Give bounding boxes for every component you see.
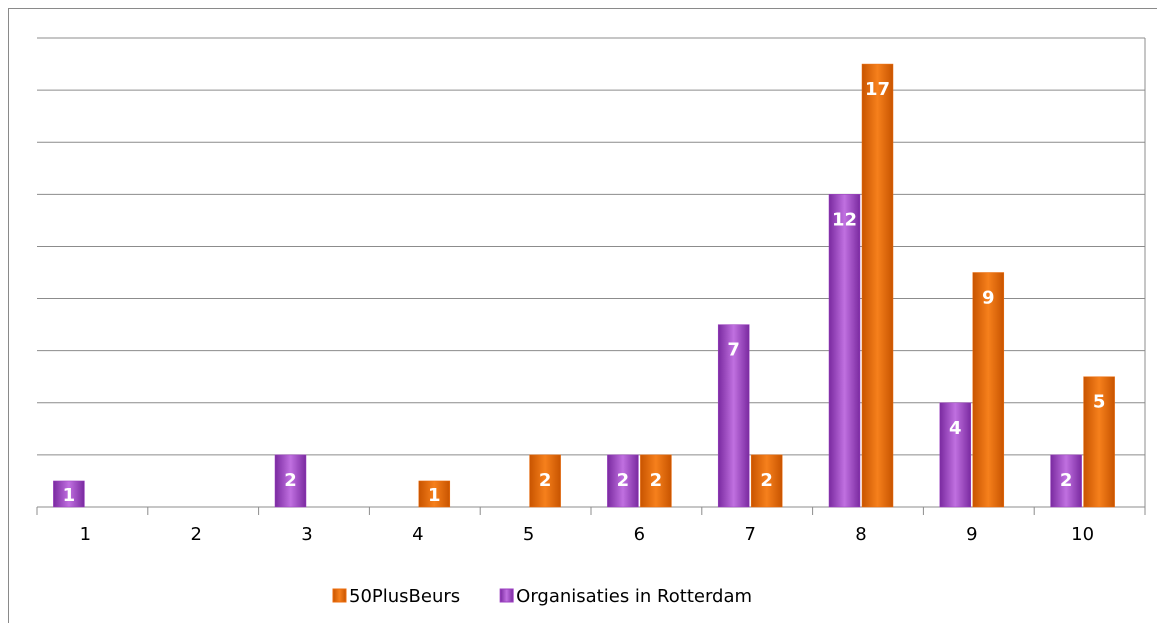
x-tick-label: 3 (301, 524, 312, 545)
bar (750, 454, 783, 508)
bar (53, 480, 85, 508)
bar (640, 454, 672, 508)
value-label: 2 (539, 470, 552, 491)
value-label: 17 (865, 79, 890, 100)
value-label: 9 (982, 288, 995, 309)
bar (607, 454, 639, 508)
legend-swatch (499, 588, 514, 603)
value-label: 2 (650, 470, 663, 491)
value-label: 2 (1060, 470, 1073, 491)
frame (8, 8, 1157, 623)
value-label: 12 (832, 209, 857, 230)
bar (529, 454, 561, 508)
bar (861, 63, 894, 508)
x-tick-label: 4 (412, 524, 423, 545)
value-label: 7 (727, 340, 740, 361)
value-label: 2 (284, 470, 297, 491)
x-tick-label: 10 (1071, 524, 1094, 545)
x-tick-label: 8 (855, 524, 866, 545)
bar (717, 324, 750, 508)
value-label: 1 (428, 485, 441, 506)
legend-label: 50PlusBeurs (349, 586, 460, 607)
bar (1083, 376, 1115, 508)
value-label: 5 (1093, 392, 1106, 413)
x-tick-label: 7 (744, 524, 755, 545)
bar (1050, 454, 1082, 508)
value-label: 1 (63, 485, 76, 506)
bar (972, 272, 1005, 508)
x-tick-label: 2 (190, 524, 201, 545)
x-tick-label: 9 (966, 524, 977, 545)
bar (828, 194, 861, 508)
bar (418, 480, 451, 508)
bar (274, 454, 307, 508)
x-tick-label: 6 (634, 524, 645, 545)
value-label: 4 (949, 418, 962, 439)
value-label: 2 (617, 470, 630, 491)
legend-swatch (332, 588, 347, 603)
x-tick-label: 1 (80, 524, 91, 545)
value-label: 2 (760, 470, 773, 491)
legend-label: Organisaties in Rotterdam (516, 586, 752, 607)
x-tick-label: 5 (523, 524, 534, 545)
bar (939, 402, 972, 508)
